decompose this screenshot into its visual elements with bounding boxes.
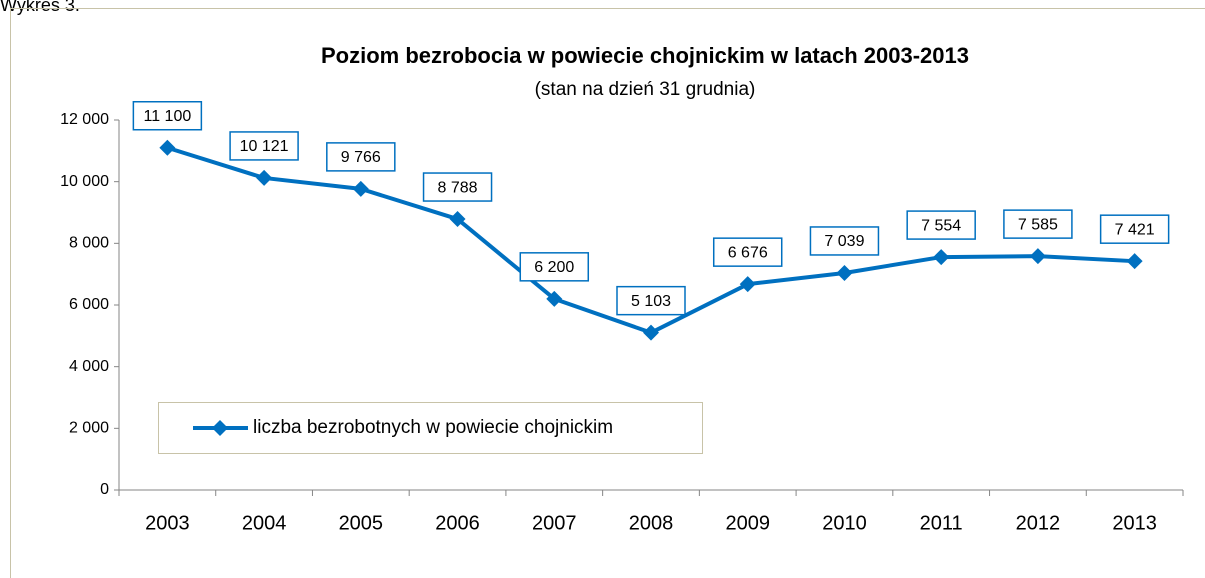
- data-label-text: 7 039: [824, 233, 864, 250]
- legend-label: liczba bezrobotnych w powiecie chojnicki…: [253, 417, 613, 438]
- data-label-box: [809, 226, 880, 256]
- x-tick-label: 2009: [725, 512, 770, 534]
- data-label-box: [616, 285, 686, 316]
- x-tick-label: 2007: [532, 512, 577, 534]
- data-label: 6 676: [712, 237, 783, 267]
- marker: [159, 139, 176, 156]
- x-tick-label: 2008: [629, 512, 674, 534]
- y-tick-label: 12 000: [60, 111, 109, 128]
- marker: [352, 180, 369, 197]
- data-label: 9 766: [326, 142, 396, 172]
- chart-border: [10, 8, 1205, 578]
- x-tick-label: 2013: [1112, 512, 1157, 534]
- data-label-box: [132, 101, 203, 131]
- data-label-text: 6 676: [728, 244, 768, 261]
- marker: [643, 324, 659, 341]
- data-label-text: 7 421: [1115, 221, 1155, 238]
- data-label: 7 585: [1003, 209, 1073, 239]
- x-tick-label: 2005: [339, 512, 384, 534]
- legend: liczba bezrobotnych w powiecie chojnicki…: [158, 402, 703, 454]
- x-tick-label: 2003: [145, 512, 190, 534]
- marker: [933, 249, 950, 266]
- data-label-box: [519, 252, 590, 282]
- marker: [1126, 253, 1143, 270]
- y-tick-label: 10 000: [60, 173, 109, 190]
- data-label: 10 121: [229, 131, 299, 161]
- legend-marker: [212, 420, 228, 436]
- data-label-box: [1099, 214, 1170, 244]
- x-tick-label: 2004: [242, 512, 287, 534]
- data-label-box: [326, 142, 396, 172]
- marker: [836, 264, 853, 281]
- y-tick-label: 4 000: [69, 358, 109, 375]
- data-label-box: [712, 237, 783, 267]
- y-tick-label: 2 000: [69, 420, 109, 437]
- data-label-text: 5 103: [631, 293, 671, 310]
- data-label-box: [422, 172, 493, 202]
- chart-title: Poziom bezrobocia w powiecie chojnickim …: [321, 43, 969, 68]
- data-label: 11 100: [132, 101, 203, 131]
- data-label-text: 10 121: [240, 138, 289, 155]
- data-label-text: 11 100: [143, 108, 191, 125]
- x-tick-label: 2006: [435, 512, 480, 534]
- legend-box: [158, 402, 703, 454]
- chart-subtitle: (stan na dzień 31 grudnia): [535, 79, 756, 100]
- x-tick-label: 2010: [822, 512, 867, 534]
- data-label-box: [1003, 209, 1073, 239]
- data-label-text: 8 788: [438, 179, 478, 196]
- marker: [256, 169, 273, 186]
- y-tick-label: 0: [100, 481, 109, 498]
- marker: [546, 290, 563, 307]
- data-label: 8 788: [422, 172, 493, 202]
- data-label-text: 6 200: [534, 259, 574, 276]
- data-label-text: 7 585: [1018, 216, 1058, 233]
- x-tick-label: 2011: [920, 512, 963, 534]
- y-tick-label: 6 000: [69, 296, 109, 313]
- marker: [1029, 248, 1046, 265]
- y-tick-label: 8 000: [69, 235, 109, 252]
- data-label: 6 200: [519, 252, 590, 282]
- data-label-text: 9 766: [341, 149, 381, 166]
- caption: Wykres 3.: [0, 0, 80, 15]
- data-label-text: 7 554: [921, 217, 961, 234]
- marker: [449, 211, 466, 228]
- x-tick-label: 2012: [1016, 512, 1061, 534]
- data-label: 7 421: [1099, 214, 1170, 244]
- data-label: 7 554: [906, 210, 976, 240]
- marker: [739, 276, 756, 293]
- data-label: 5 103: [616, 285, 686, 316]
- data-label: 7 039: [809, 226, 880, 256]
- data-label-box: [229, 131, 299, 161]
- data-label-box: [906, 210, 976, 240]
